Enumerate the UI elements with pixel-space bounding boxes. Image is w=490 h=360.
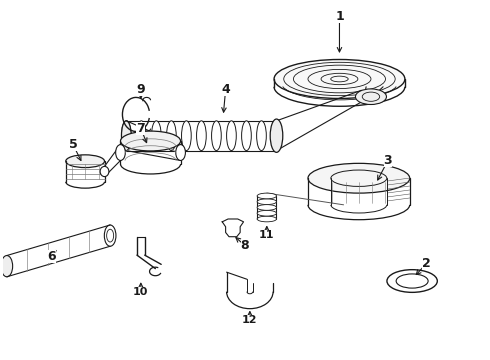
Text: 2: 2 [422,257,431,270]
Polygon shape [126,121,276,150]
Text: 12: 12 [242,315,258,325]
Ellipse shape [122,121,131,150]
Ellipse shape [151,121,161,150]
Ellipse shape [1,256,13,277]
Text: 6: 6 [47,250,55,263]
Ellipse shape [100,166,109,177]
Ellipse shape [116,145,125,161]
Ellipse shape [271,121,281,150]
Ellipse shape [212,121,221,150]
Ellipse shape [257,121,267,150]
Ellipse shape [121,131,181,151]
Ellipse shape [274,59,405,99]
Ellipse shape [167,121,176,150]
Ellipse shape [122,121,131,150]
Text: 9: 9 [137,83,145,96]
Text: 4: 4 [221,83,230,96]
Ellipse shape [257,210,276,216]
Ellipse shape [181,121,191,150]
Ellipse shape [257,216,276,222]
Ellipse shape [176,145,185,161]
Ellipse shape [257,204,276,210]
Text: 1: 1 [335,10,344,23]
Text: 3: 3 [384,154,392,167]
Text: 5: 5 [69,138,77,151]
Ellipse shape [196,121,206,150]
Ellipse shape [355,89,387,104]
Text: 10: 10 [133,287,148,297]
Text: 7: 7 [137,122,145,135]
Text: 11: 11 [259,230,274,240]
Ellipse shape [104,225,116,246]
Ellipse shape [257,193,276,199]
Ellipse shape [137,121,146,150]
Text: 8: 8 [241,239,249,252]
Ellipse shape [308,163,410,193]
Ellipse shape [66,155,104,168]
Ellipse shape [270,119,283,152]
Ellipse shape [257,199,276,204]
Ellipse shape [242,121,251,150]
Ellipse shape [226,121,236,150]
